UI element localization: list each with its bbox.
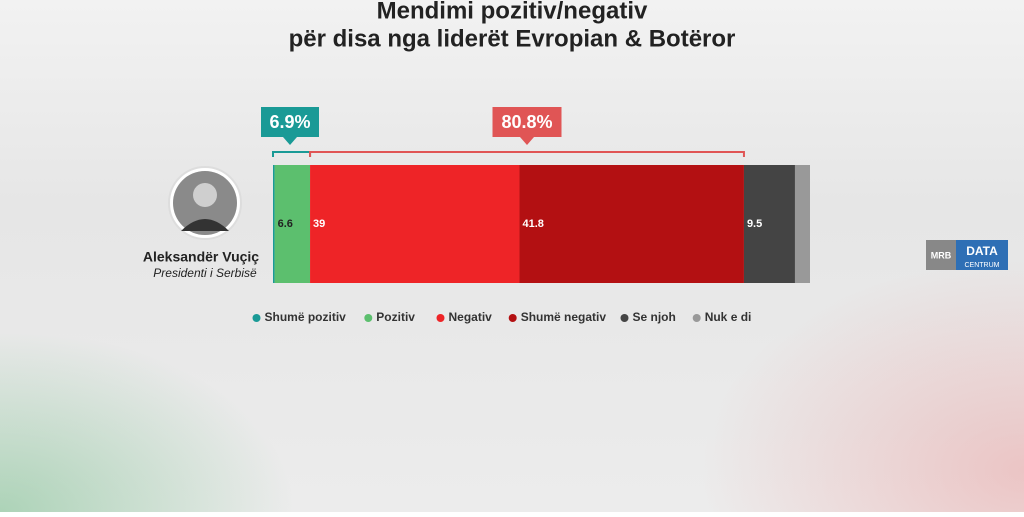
annotation-bracket [309,151,745,157]
bar-segment [274,165,311,283]
annotation-pointer [520,137,535,145]
logo-right-top: DATA [966,244,998,258]
annotation-label: 6.9% [269,112,310,132]
legend-swatch [436,314,445,322]
legend-label: Nuk e di [705,310,752,324]
legend-swatch [620,314,629,322]
chart-subtitle: për disa nga liderët Evropian & Botëror [289,25,736,52]
legend-swatch [508,314,517,322]
annotation-box [492,107,562,137]
bar-segment [794,165,810,283]
photo-face [193,183,217,207]
legend-swatch [364,314,373,322]
bar-segment [310,165,520,283]
logo-right-bottom: CENTRUM [965,262,1000,269]
legend-label: Negativ [449,310,493,324]
legend-label: Shumë negativ [521,310,607,324]
data-label: 39 [313,218,325,230]
data-label: 41.8 [522,218,543,230]
legend-swatch [252,314,261,322]
logo-left: MRB [931,250,952,260]
legend-swatch [692,314,701,322]
data-label: 9.5 [747,218,762,230]
annotation-pointer [283,137,297,145]
annotation-box [261,107,319,137]
data-label: 6.6 [278,218,293,230]
legend-label: Se njoh [633,310,676,324]
bar-segment [273,165,275,283]
annotation-bracket [272,151,312,157]
chart-title: Mendimi pozitiv/negativ [377,0,648,24]
logo-right-box [956,240,1008,270]
photo-body [181,219,229,231]
legend-label: Shumë pozitiv [265,310,347,324]
logo-left-box [926,240,956,270]
person-name: Aleksandër Vuçiç [143,249,259,265]
bar-segment [519,165,744,283]
annotation-label: 80.8% [501,112,552,132]
bar-segment [743,165,795,283]
legend-label: Pozitiv [376,310,415,324]
person-role: Presidenti i Serbisë [153,266,257,280]
